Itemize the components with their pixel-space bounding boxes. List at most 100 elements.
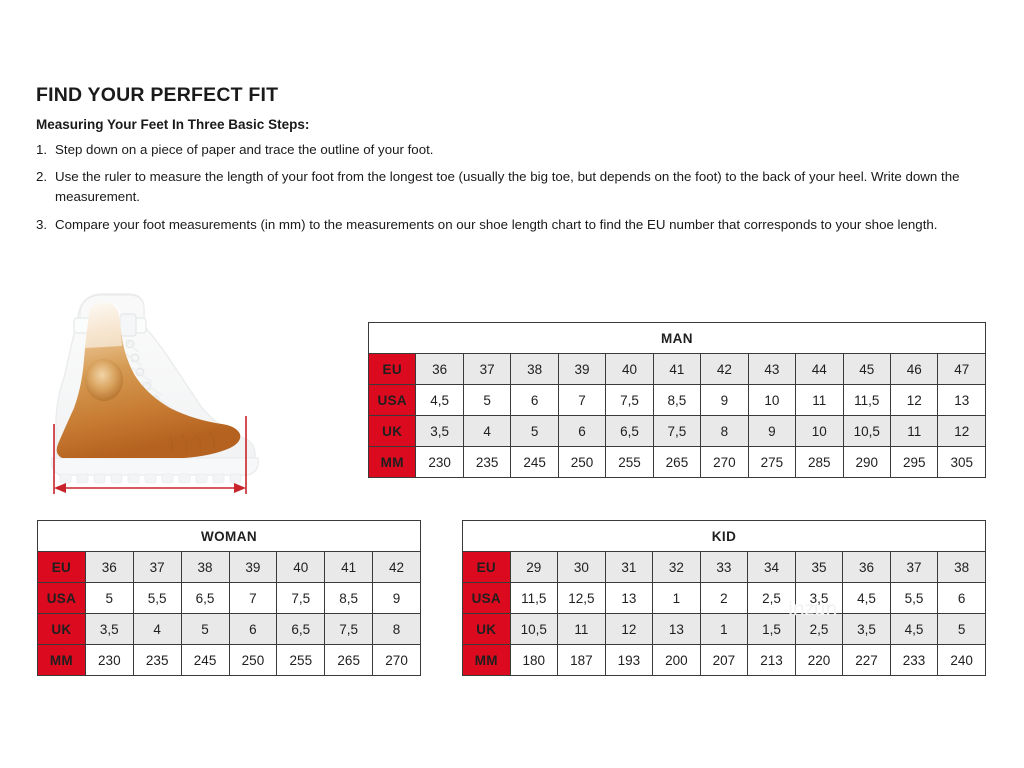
cell: 8,5: [652, 384, 702, 416]
cell: 12: [889, 384, 939, 416]
cell: 10,5: [842, 415, 891, 447]
cell: 3,5: [794, 582, 844, 614]
cell: 6,5: [180, 582, 230, 614]
cell: 9: [372, 582, 421, 614]
cell: 34: [747, 551, 796, 583]
cell: 200: [652, 644, 701, 676]
row-label-usa: USA: [462, 582, 511, 614]
cell: 7,5: [605, 384, 654, 416]
cell: 8: [372, 613, 421, 645]
cell: 227: [842, 644, 891, 676]
cell: 10,5: [509, 613, 559, 645]
cell: 6,5: [605, 415, 654, 447]
page-title: FIND YOUR PERFECT FIT: [36, 84, 279, 106]
row-label-eu: EU: [462, 551, 511, 583]
row-label-uk: UK: [367, 415, 417, 447]
cell: 7,5: [652, 415, 702, 447]
cell: 230: [415, 446, 464, 478]
table-row-eu: EU 29 30 31 32 33 34 35 36 37 38: [462, 551, 986, 583]
step-number: 2.: [36, 169, 48, 185]
cell: 5: [937, 613, 986, 645]
table-row-uk: UK 3,5 4 5 6 6,5 7,5 8 9 10 10,5 11 12: [367, 415, 986, 447]
cell: 13: [937, 384, 986, 416]
cell: 37: [462, 353, 512, 385]
cell: 38: [937, 551, 986, 583]
table-title-kid: KID: [462, 520, 986, 552]
cell: 180: [509, 644, 559, 676]
cell: 35: [794, 551, 844, 583]
cell: 270: [700, 446, 749, 478]
cell: 6,5: [276, 613, 326, 645]
cell: 39: [557, 353, 607, 385]
cell: 11,5: [842, 384, 891, 416]
cell: 233: [889, 644, 939, 676]
step-number: 3.: [36, 216, 48, 232]
cell: 275: [747, 446, 797, 478]
table-title-woman: WOMAN: [37, 520, 421, 552]
cell: 40: [605, 353, 654, 385]
cell: 41: [324, 551, 374, 583]
cell: 187: [557, 644, 606, 676]
cell: 32: [652, 551, 701, 583]
cell: 235: [132, 644, 182, 676]
row-label-mm: MM: [367, 446, 417, 478]
table-row-usa: USA 5 5,5 6,5 7 7,5 8,5 9: [37, 582, 421, 614]
instructions-subtitle: Measuring Your Feet In Three Basic Steps…: [36, 117, 310, 132]
table-title-row: WOMAN: [37, 520, 421, 552]
cell: 3,5: [84, 613, 134, 645]
cell: 4: [132, 613, 182, 645]
cell: 36: [84, 551, 134, 583]
cell: 39: [228, 551, 278, 583]
cell: 3,5: [415, 415, 464, 447]
cell: 193: [604, 644, 654, 676]
cell: 12,5: [557, 582, 606, 614]
size-table-man: MAN EU 36 37 38 39 40 41 42 43 44 45 46 …: [367, 322, 986, 478]
cell: 5,5: [132, 582, 182, 614]
cell: 5,5: [889, 582, 939, 614]
cell: 295: [889, 446, 939, 478]
cell: 265: [652, 446, 702, 478]
row-label-uk: UK: [462, 613, 511, 645]
cell: 9: [700, 384, 749, 416]
cell: 8,5: [324, 582, 374, 614]
cell: 38: [180, 551, 230, 583]
row-label-usa: USA: [367, 384, 417, 416]
cell: 4,5: [889, 613, 939, 645]
cell: 10: [795, 415, 844, 447]
table-row-usa: USA 11,5 12,5 13 1 2 2,5 3,5 4,5 5,5 6: [462, 582, 986, 614]
cell: 2: [699, 582, 749, 614]
cell: 4,5: [842, 582, 891, 614]
cell: 305: [937, 446, 986, 478]
cell: 37: [132, 551, 182, 583]
cell: 9: [747, 415, 797, 447]
table-row-uk: UK 10,5 11 12 13 1 1,5 2,5 3,5 4,5 5: [462, 613, 986, 645]
cell: 290: [842, 446, 891, 478]
table-row-mm: MM 230 235 245 250 255 265 270 275 285 2…: [367, 446, 986, 478]
cell: 8: [700, 415, 749, 447]
cell: 1,5: [747, 613, 796, 645]
cell: 13: [604, 582, 654, 614]
cell: 11: [557, 613, 606, 645]
cell: 33: [699, 551, 749, 583]
foot-in-boot-illustration: [34, 282, 334, 502]
cell: 36: [842, 551, 891, 583]
cell: 45: [842, 353, 891, 385]
cell: 250: [557, 446, 607, 478]
cell: 5: [510, 415, 559, 447]
cell: 2,5: [794, 613, 844, 645]
cell: 2,5: [747, 582, 796, 614]
cell: 1: [652, 582, 701, 614]
cell: 6: [510, 384, 559, 416]
cell: 47: [937, 353, 986, 385]
cell: 46: [889, 353, 939, 385]
cell: 255: [276, 644, 326, 676]
instruction-steps-list: 1. Step down on a piece of paper and tra…: [36, 140, 996, 235]
cell: 29: [509, 551, 559, 583]
cell: 37: [889, 551, 939, 583]
foot-illustration-svg: [51, 293, 259, 494]
table-title-man: MAN: [368, 322, 986, 354]
cell: 44: [795, 353, 844, 385]
cell: 213: [747, 644, 796, 676]
row-label-mm: MM: [462, 644, 511, 676]
